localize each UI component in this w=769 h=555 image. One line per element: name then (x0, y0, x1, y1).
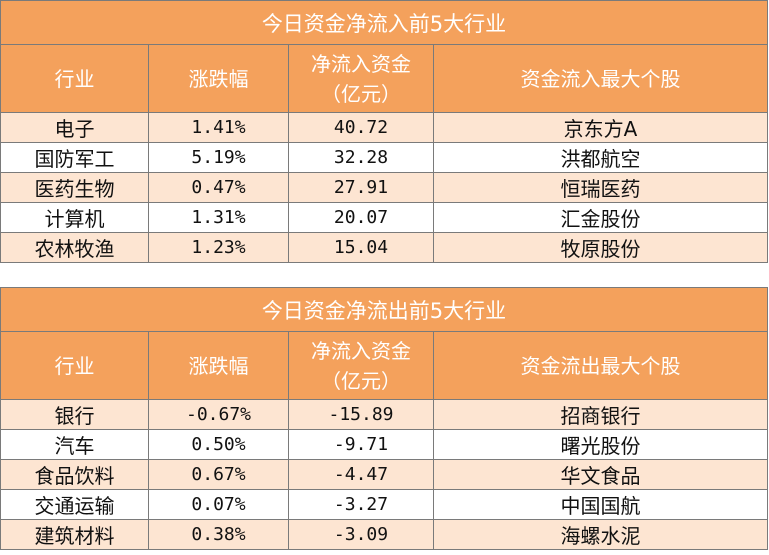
inflow-table: 今日资金净流入前5大行业 行业 涨跌幅 净流入资金 （亿元） 资金流入最大个股 … (0, 0, 768, 263)
net-flow-cell: -3.27 (288, 489, 434, 520)
outflow-table-title: 今日资金净流出前5大行业 (0, 287, 768, 332)
change-cell: 1.23% (148, 232, 289, 263)
net-flow-cell: -3.09 (288, 519, 434, 550)
change-cell: 1.41% (148, 112, 289, 143)
industry-cell: 电子 (0, 112, 149, 143)
table-row: 国防军工 5.19% 32.28 洪都航空 (0, 142, 768, 173)
industry-cell: 汽车 (0, 429, 149, 460)
table-row: 电子 1.41% 40.72 京东方A (0, 112, 768, 143)
header-net-inflow: 净流入资金 （亿元） (288, 44, 434, 113)
inflow-table-title: 今日资金净流入前5大行业 (0, 0, 768, 45)
net-flow-cell: 20.07 (288, 202, 434, 233)
industry-cell: 食品饮料 (0, 459, 149, 490)
change-cell: 1.31% (148, 202, 289, 233)
header-top-stock: 资金流入最大个股 (433, 44, 768, 113)
net-flow-cell: -15.89 (288, 399, 434, 430)
top-stock-cell: 京东方A (433, 112, 768, 143)
top-stock-cell: 招商银行 (433, 399, 768, 430)
top-stock-cell: 曙光股份 (433, 429, 768, 460)
table-row: 交通运输 0.07% -3.27 中国国航 (0, 489, 768, 520)
net-flow-cell: 27.91 (288, 172, 434, 203)
top-stock-cell: 洪都航空 (433, 142, 768, 173)
top-stock-cell: 中国国航 (433, 489, 768, 520)
net-flow-cell: 32.28 (288, 142, 434, 173)
header-net-inflow-text: 净流入资金 （亿元） (311, 51, 411, 106)
change-cell: 0.47% (148, 172, 289, 203)
table-row: 计算机 1.31% 20.07 汇金股份 (0, 202, 768, 233)
header-industry: 行业 (0, 331, 149, 400)
table-row: 建筑材料 0.38% -3.09 海螺水泥 (0, 519, 768, 550)
outflow-table: 今日资金净流出前5大行业 行业 涨跌幅 净流入资金 （亿元） 资金流出最大个股 … (0, 287, 768, 550)
net-flow-cell: 15.04 (288, 232, 434, 263)
change-cell: -0.67% (148, 399, 289, 430)
industry-cell: 农林牧渔 (0, 232, 149, 263)
table-row: 农林牧渔 1.23% 15.04 牧原股份 (0, 232, 768, 263)
header-change: 涨跌幅 (148, 44, 289, 113)
net-flow-cell: 40.72 (288, 112, 434, 143)
industry-cell: 建筑材料 (0, 519, 149, 550)
net-flow-cell: -4.47 (288, 459, 434, 490)
top-stock-cell: 恒瑞医药 (433, 172, 768, 203)
change-cell: 0.07% (148, 489, 289, 520)
table-row: 汽车 0.50% -9.71 曙光股份 (0, 429, 768, 460)
industry-cell: 医药生物 (0, 172, 149, 203)
industry-cell: 交通运输 (0, 489, 149, 520)
top-stock-cell: 汇金股份 (433, 202, 768, 233)
table-row: 食品饮料 0.67% -4.47 华文食品 (0, 459, 768, 490)
table-row: 医药生物 0.47% 27.91 恒瑞医药 (0, 172, 768, 203)
industry-cell: 国防军工 (0, 142, 149, 173)
header-change: 涨跌幅 (148, 331, 289, 400)
change-cell: 0.38% (148, 519, 289, 550)
top-stock-cell: 海螺水泥 (433, 519, 768, 550)
table-row: 银行 -0.67% -15.89 招商银行 (0, 399, 768, 430)
header-net-inflow: 净流入资金 （亿元） (288, 331, 434, 400)
header-industry: 行业 (0, 44, 149, 113)
change-cell: 0.67% (148, 459, 289, 490)
change-cell: 5.19% (148, 142, 289, 173)
header-net-inflow-text: 净流入资金 （亿元） (311, 338, 411, 393)
header-top-stock: 资金流出最大个股 (433, 331, 768, 400)
industry-cell: 银行 (0, 399, 149, 430)
industry-cell: 计算机 (0, 202, 149, 233)
net-flow-cell: -9.71 (288, 429, 434, 460)
top-stock-cell: 牧原股份 (433, 232, 768, 263)
top-stock-cell: 华文食品 (433, 459, 768, 490)
change-cell: 0.50% (148, 429, 289, 460)
